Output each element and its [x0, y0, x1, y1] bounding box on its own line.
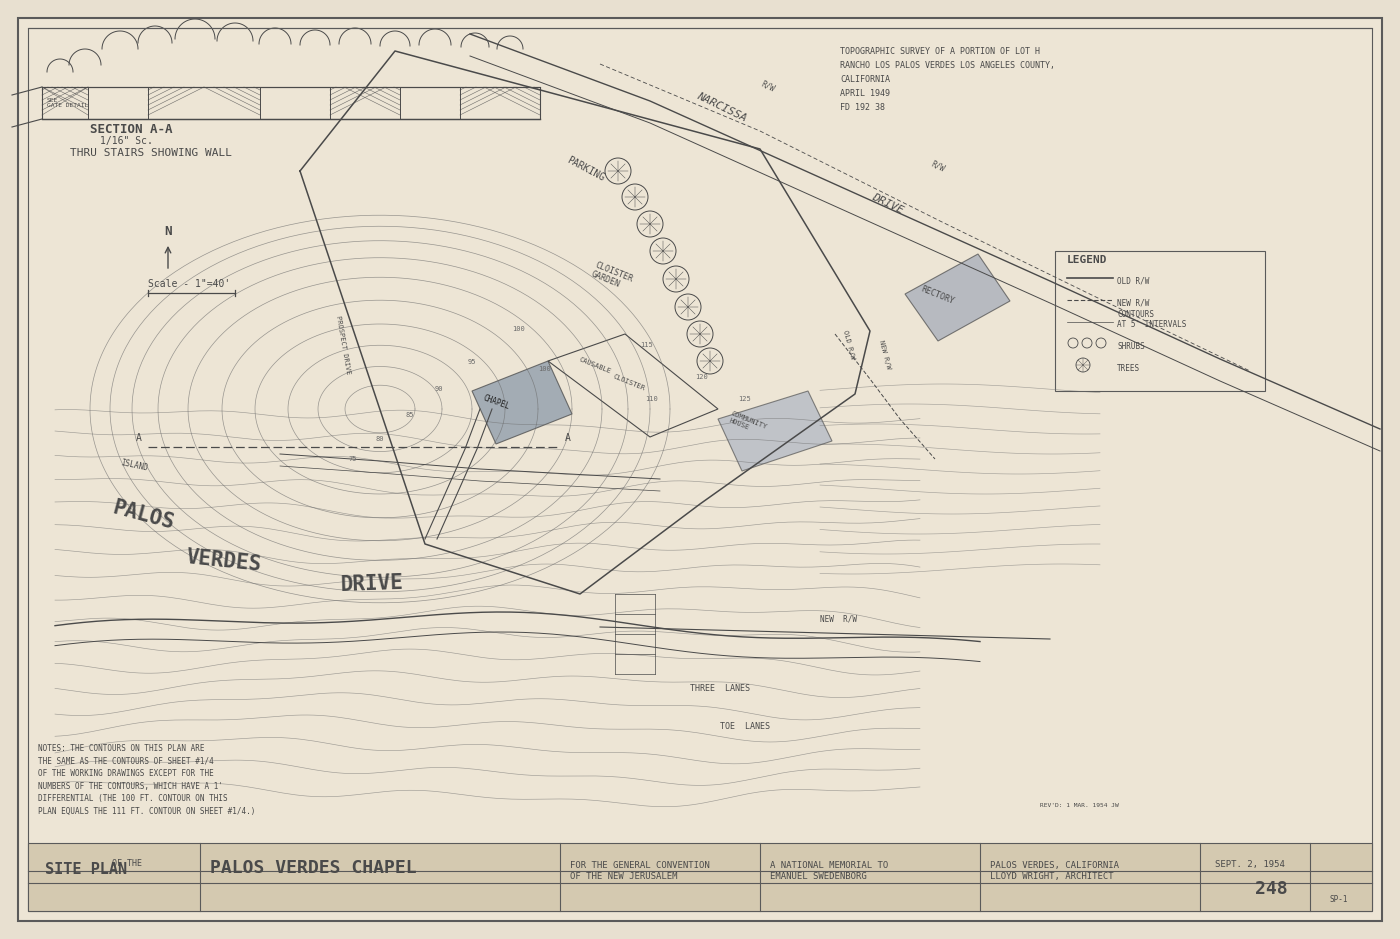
Polygon shape: [718, 391, 832, 471]
Text: 115: 115: [640, 342, 652, 348]
Text: TOE  LANES: TOE LANES: [720, 722, 770, 731]
Text: ISLAND: ISLAND: [120, 458, 148, 473]
Text: N: N: [164, 225, 172, 238]
Text: 125: 125: [738, 396, 750, 402]
Text: CONTOURS
AT 5' INTERVALS: CONTOURS AT 5' INTERVALS: [1117, 310, 1186, 329]
Text: SEPT. 2, 1954: SEPT. 2, 1954: [1215, 860, 1285, 870]
Text: OLD R/W: OLD R/W: [1117, 276, 1149, 285]
Text: CLOISTER
GARDEN: CLOISTER GARDEN: [589, 260, 634, 293]
Text: NOTES: THE CONTOURS ON THIS PLAN ARE
THE SAME AS THE CONTOURS OF SHEET #1/4
OF T: NOTES: THE CONTOURS ON THIS PLAN ARE THE…: [38, 744, 255, 815]
Text: RECTORY: RECTORY: [920, 285, 956, 306]
Text: 100: 100: [538, 366, 550, 372]
Text: PROSPECT DRIVE: PROSPECT DRIVE: [335, 316, 351, 375]
Text: REV'D: 1 MAR. 1954 JW: REV'D: 1 MAR. 1954 JW: [1040, 803, 1119, 808]
Text: CAUSABLE: CAUSABLE: [578, 357, 612, 375]
Text: TREES: TREES: [1117, 364, 1140, 373]
Text: 110: 110: [645, 396, 658, 402]
Text: CLOISTER: CLOISTER: [612, 374, 645, 392]
Text: PALOS VERDES, CALIFORNIA
LLOYD WRIGHT, ARCHITECT: PALOS VERDES, CALIFORNIA LLOYD WRIGHT, A…: [990, 861, 1119, 881]
Text: 85: 85: [405, 412, 413, 418]
Text: 120: 120: [694, 374, 708, 380]
Polygon shape: [904, 254, 1009, 341]
Text: THRU STAIRS SHOWING WALL: THRU STAIRS SHOWING WALL: [70, 148, 232, 158]
Text: CHAPEL: CHAPEL: [482, 393, 511, 411]
Text: SITE PLAN: SITE PLAN: [45, 862, 127, 877]
Text: A: A: [566, 433, 571, 443]
Text: 1/16" Sc.: 1/16" Sc.: [99, 136, 153, 146]
Text: A NATIONAL MEMORIAL TO
EMANUEL SWEDENBORG: A NATIONAL MEMORIAL TO EMANUEL SWEDENBOR…: [770, 861, 888, 881]
Text: NEW R/W: NEW R/W: [1117, 298, 1149, 307]
Text: 248: 248: [1254, 880, 1288, 898]
Bar: [28, 843, 1372, 911]
Text: SHRUBS: SHRUBS: [1117, 342, 1145, 351]
Text: THREE  LANES: THREE LANES: [690, 684, 750, 693]
Text: NEW R/W: NEW R/W: [878, 340, 892, 370]
Text: 100: 100: [512, 326, 525, 332]
Text: SP-1: SP-1: [1330, 895, 1348, 904]
Text: PALOS: PALOS: [111, 498, 176, 533]
Text: R/W: R/W: [930, 159, 946, 173]
Text: DRIVE: DRIVE: [340, 573, 403, 595]
Text: LEGEND: LEGEND: [1067, 255, 1107, 265]
Text: DRIVE: DRIVE: [869, 192, 904, 216]
Text: FOR THE GENERAL CONVENTION
OF THE NEW JERUSALEM: FOR THE GENERAL CONVENTION OF THE NEW JE…: [570, 861, 710, 881]
Text: 75: 75: [349, 456, 357, 462]
Text: OLD R/W: OLD R/W: [841, 330, 855, 360]
Text: OF THE: OF THE: [112, 859, 141, 868]
Text: 90: 90: [435, 386, 444, 392]
Text: 95: 95: [468, 359, 476, 365]
Text: NEW  R/W: NEW R/W: [820, 614, 857, 623]
Text: PARKING: PARKING: [566, 155, 606, 183]
Text: SEE
GATE DETAIL: SEE GATE DETAIL: [48, 98, 88, 108]
Text: VERDES: VERDES: [185, 547, 262, 575]
Text: SECTION A-A: SECTION A-A: [90, 123, 172, 136]
Text: R/W: R/W: [760, 79, 777, 93]
Bar: [1056, 251, 1266, 391]
Text: NARCISSA: NARCISSA: [694, 90, 748, 123]
Text: COMMUNITY
HOUSE: COMMUNITY HOUSE: [728, 410, 769, 437]
Text: TOPOGRAPHIC SURVEY OF A PORTION OF LOT H
RANCHO LOS PALOS VERDES LOS ANGELES COU: TOPOGRAPHIC SURVEY OF A PORTION OF LOT H…: [840, 47, 1056, 112]
Bar: [42, 87, 540, 119]
Polygon shape: [472, 361, 573, 444]
Text: Scale - 1"=40': Scale - 1"=40': [148, 279, 230, 289]
Text: PALOS VERDES CHAPEL: PALOS VERDES CHAPEL: [210, 859, 417, 877]
Text: A: A: [136, 433, 141, 443]
Text: 80: 80: [375, 436, 384, 442]
